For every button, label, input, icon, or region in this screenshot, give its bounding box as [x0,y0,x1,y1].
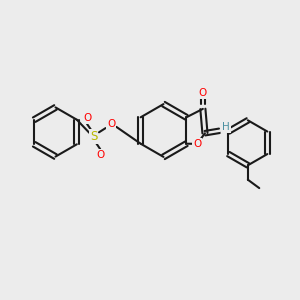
Text: O: O [193,139,201,149]
Text: O: O [83,113,91,123]
Text: S: S [90,130,97,143]
Text: O: O [199,88,207,98]
Text: O: O [96,150,104,160]
Text: O: O [107,119,115,129]
Text: H: H [222,122,230,132]
